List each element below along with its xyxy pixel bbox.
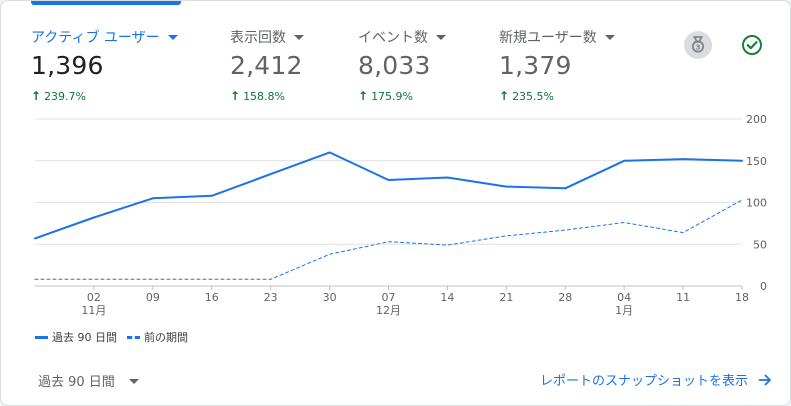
metric-tab-event-count[interactable]: イベント数 8,033 ↑ 175.9% xyxy=(358,27,538,107)
view-snapshot-link[interactable]: レポートのスナップショットを表示 xyxy=(540,370,772,389)
chevron-down-icon xyxy=(167,35,178,40)
metric-change: ↑ 235.5% xyxy=(499,89,554,103)
metric-change-value: 175.9% xyxy=(371,89,414,103)
x-tick-label: 07 xyxy=(382,291,396,304)
metric-change-value: 158.8% xyxy=(243,89,286,103)
series-line-last-90-days xyxy=(34,151,743,240)
y-tick-label: 0 xyxy=(760,280,767,293)
x-month-label: 11月 xyxy=(81,304,106,317)
date-range-label: 過去 90 日間 xyxy=(38,375,115,390)
chevron-down-icon xyxy=(294,35,304,40)
chevron-down-icon xyxy=(128,378,139,384)
arrow-up-icon: ↑ xyxy=(230,89,241,103)
insights-medal-icon[interactable]: 3 xyxy=(684,31,712,59)
chevron-down-icon xyxy=(436,35,446,40)
x-month-label: 1月 xyxy=(615,304,633,317)
legend-label: 前の期間 xyxy=(144,331,188,344)
metric-change: ↑ 239.7% xyxy=(31,89,86,103)
chart-x-axis: 02 09 16 23 30 07 14 21 28 04 11 18 11月 12月 1月 xyxy=(81,286,749,317)
legend-item-current: 過去 90 日間 xyxy=(35,329,117,345)
metric-label-text: 新規ユーザー数 xyxy=(499,30,597,46)
metric-value: 1,396 xyxy=(31,51,104,80)
x-tick-label: 28 xyxy=(558,291,572,304)
metric-change: ↑ 158.8% xyxy=(230,89,285,103)
arrow-up-icon: ↑ xyxy=(31,89,42,103)
svg-text:3: 3 xyxy=(696,43,701,51)
legend-label: 過去 90 日間 xyxy=(52,331,117,344)
arrow-up-icon: ↑ xyxy=(358,89,369,103)
metric-change-value: 235.5% xyxy=(512,89,555,103)
chevron-down-icon xyxy=(604,35,615,40)
x-tick-label: 21 xyxy=(499,291,513,304)
metric-label: イベント数 xyxy=(358,27,446,47)
metric-label: 新規ユーザー数 xyxy=(499,27,615,47)
metric-label-text: 表示回数 xyxy=(230,30,286,46)
metric-tab-new-users[interactable]: 新規ユーザー数 1,379 ↑ 235.5% xyxy=(499,27,679,107)
x-tick-label: 04 xyxy=(617,291,631,304)
x-tick-label: 18 xyxy=(735,291,749,304)
y-tick-label: 150 xyxy=(746,155,767,168)
line-chart: 0 50 100 150 200 02 09 16 23 30 07 14 21 28 04 11 18 11月… xyxy=(34,113,767,317)
x-tick-label: 02 xyxy=(87,291,101,304)
metric-value: 2,412 xyxy=(230,51,303,80)
y-tick-label: 50 xyxy=(753,238,767,251)
check-circle-icon[interactable] xyxy=(738,31,766,59)
active-metric-indicator xyxy=(31,1,181,5)
metric-value: 1,379 xyxy=(499,51,572,80)
y-tick-label: 100 xyxy=(746,197,767,210)
metric-change-value: 239.7% xyxy=(44,89,87,103)
chart-legend: 過去 90 日間 前の期間 xyxy=(35,329,198,345)
metric-value: 8,033 xyxy=(358,51,431,80)
metric-label-text: イベント数 xyxy=(358,30,428,46)
arrow-up-icon: ↑ xyxy=(499,89,510,103)
x-tick-label: 16 xyxy=(205,291,219,304)
metric-tab-views[interactable]: 表示回数 2,412 ↑ 158.8% xyxy=(230,27,410,107)
metric-change: ↑ 175.9% xyxy=(358,89,413,103)
metric-label: アクティブ ユーザー xyxy=(31,27,178,47)
chart-series xyxy=(34,151,743,280)
metric-label-text: アクティブ ユーザー xyxy=(31,30,160,46)
date-range-selector[interactable]: 過去 90 日間 xyxy=(38,371,139,390)
x-month-label: 12月 xyxy=(376,304,401,317)
metric-tab-active-users[interactable]: アクティブ ユーザー 1,396 ↑ 239.7% xyxy=(31,27,211,107)
x-tick-label: 14 xyxy=(440,291,454,304)
series-line-previous-period xyxy=(34,199,743,280)
x-tick-label: 09 xyxy=(146,291,160,304)
metric-label: 表示回数 xyxy=(230,27,304,47)
legend-item-previous: 前の期間 xyxy=(127,329,188,345)
legend-solid-line-icon xyxy=(35,335,48,339)
y-tick-label: 200 xyxy=(746,113,767,126)
x-tick-label: 11 xyxy=(676,291,690,304)
view-snapshot-label: レポートのスナップショットを表示 xyxy=(539,374,748,389)
arrow-right-icon xyxy=(758,373,772,387)
legend-dashed-line-icon xyxy=(127,335,140,339)
chart-y-axis: 0 50 100 150 200 xyxy=(746,113,767,293)
x-tick-label: 30 xyxy=(323,291,337,304)
x-tick-label: 23 xyxy=(264,291,278,304)
